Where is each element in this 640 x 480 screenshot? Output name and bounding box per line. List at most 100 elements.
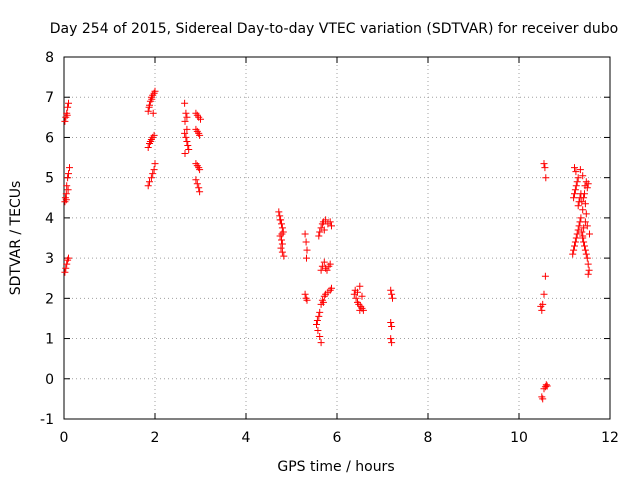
data-point (181, 150, 189, 157)
data-point (303, 254, 310, 262)
data-point (151, 87, 159, 95)
data-point (62, 196, 70, 204)
data-point (581, 218, 589, 226)
y-axis: -1 0 1 2 3 4 5 6 7 8 (40, 50, 610, 428)
data-point (278, 236, 285, 244)
data-point (196, 166, 204, 174)
data-point (586, 230, 593, 238)
data-point (579, 172, 587, 180)
data-point (356, 306, 364, 314)
data-point (571, 190, 578, 198)
data-point (150, 131, 158, 139)
data-point (317, 266, 325, 274)
chart-title: Day 254 of 2015, Sidereal Day-to-day VTE… (50, 21, 618, 37)
data-point (326, 218, 334, 226)
data-point (146, 178, 153, 186)
data-point (315, 232, 323, 240)
data-point (316, 308, 324, 316)
data-point (580, 224, 588, 232)
data-point (571, 186, 579, 194)
data-point (193, 180, 201, 188)
data-point (572, 234, 580, 242)
data-point (572, 168, 580, 176)
data-point (571, 238, 579, 246)
data-point (574, 202, 582, 210)
data-point (579, 206, 587, 214)
data-point (147, 174, 155, 182)
data-point (542, 174, 550, 182)
data-point (540, 160, 548, 168)
data-point (538, 306, 546, 314)
data-point (316, 333, 324, 340)
data-point (183, 138, 191, 145)
data-point (585, 266, 593, 274)
data-point (358, 292, 366, 300)
data-point (574, 174, 582, 182)
data-point (572, 182, 580, 190)
data-point (539, 300, 547, 308)
data-point (583, 184, 591, 192)
data-point (149, 170, 157, 178)
data-point (328, 222, 335, 230)
data-point (541, 272, 549, 280)
data-point (580, 194, 588, 202)
data-point (580, 238, 588, 246)
data-point (150, 166, 158, 174)
data-point (356, 282, 364, 290)
data-point (320, 226, 328, 234)
data-point (540, 290, 548, 298)
data-point (144, 107, 152, 115)
data-point (574, 226, 582, 234)
data-point (280, 252, 288, 260)
data-point (64, 103, 72, 111)
data-point (570, 246, 578, 254)
data-point (196, 131, 204, 139)
data-point (62, 264, 70, 272)
data-point (63, 111, 71, 119)
data-point (275, 208, 283, 216)
data-point (576, 166, 584, 174)
data-point (573, 230, 581, 238)
data-point (315, 312, 323, 320)
data-point (63, 260, 71, 268)
data-point (64, 174, 72, 182)
data-point (319, 298, 327, 306)
data-point (581, 200, 589, 208)
data-point (302, 238, 310, 246)
data-point (196, 188, 204, 196)
y-tick-label: 1 (45, 332, 54, 348)
data-point (584, 180, 592, 188)
data-point (149, 109, 157, 117)
data-point (183, 113, 191, 121)
data-point (182, 109, 190, 117)
y-tick-label: 8 (45, 50, 54, 66)
y-tick-label: 6 (45, 130, 54, 146)
data-point (64, 186, 72, 194)
data-point (583, 222, 591, 230)
data-point (65, 170, 72, 178)
data-point (195, 184, 203, 192)
data-point (539, 395, 547, 403)
data-point (65, 99, 72, 107)
data-point (326, 260, 334, 268)
data-point (301, 230, 309, 238)
data-point (63, 182, 71, 190)
data-point (578, 198, 586, 206)
data-point (278, 224, 286, 232)
data-point (61, 117, 69, 125)
data-point (582, 210, 590, 218)
data-point (543, 382, 551, 390)
data-point (352, 294, 360, 302)
data-point (303, 246, 311, 254)
data-point (583, 254, 591, 262)
data-point (387, 335, 395, 343)
data-point (146, 138, 154, 145)
data-point (322, 216, 330, 224)
data-point (388, 339, 396, 347)
data-point (278, 230, 286, 238)
data-point (276, 216, 284, 224)
data-points (61, 87, 593, 403)
x-tick-label: 0 (60, 430, 69, 446)
data-point (62, 190, 70, 198)
data-point (571, 164, 578, 172)
